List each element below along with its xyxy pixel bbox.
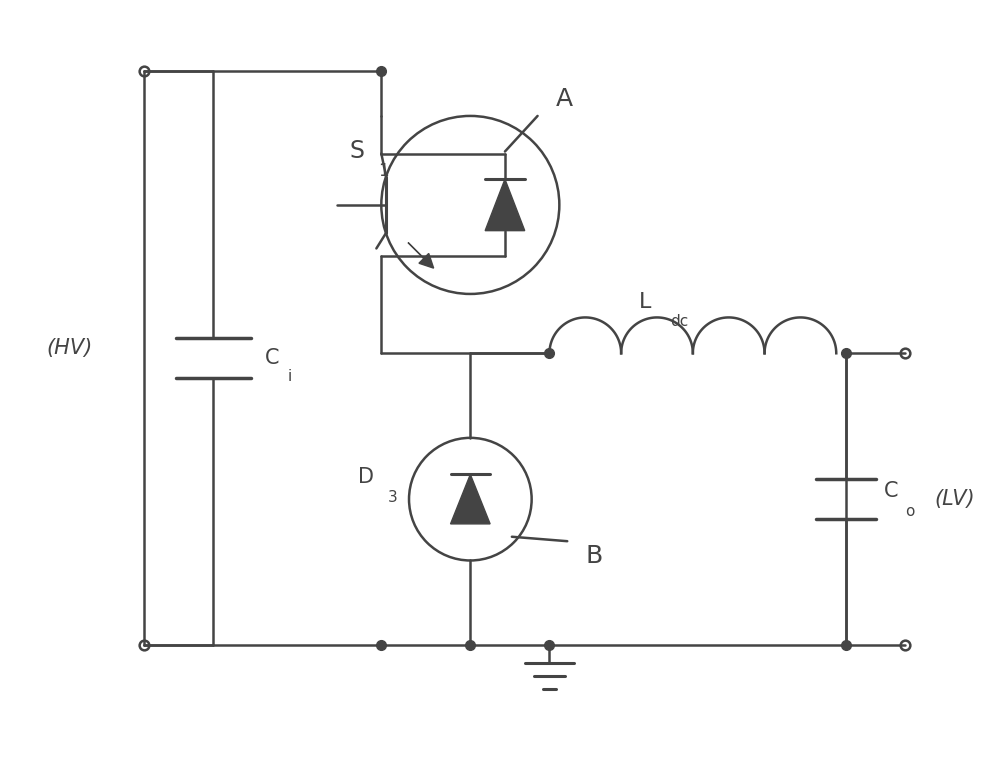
Text: D: D [358, 468, 374, 487]
Polygon shape [451, 475, 490, 524]
Text: S: S [349, 139, 364, 162]
Text: L: L [638, 292, 651, 312]
FancyArrow shape [408, 243, 434, 268]
Text: (LV): (LV) [935, 489, 975, 509]
Text: B: B [585, 544, 603, 568]
Text: i: i [287, 368, 292, 384]
Text: dc: dc [670, 314, 688, 329]
Text: o: o [905, 503, 915, 518]
Text: (HV): (HV) [47, 338, 93, 359]
Text: 3: 3 [388, 490, 398, 505]
Text: A: A [556, 87, 573, 111]
Polygon shape [485, 179, 525, 230]
Text: C: C [265, 348, 279, 368]
Text: C: C [884, 481, 898, 501]
Text: 1: 1 [378, 162, 389, 180]
